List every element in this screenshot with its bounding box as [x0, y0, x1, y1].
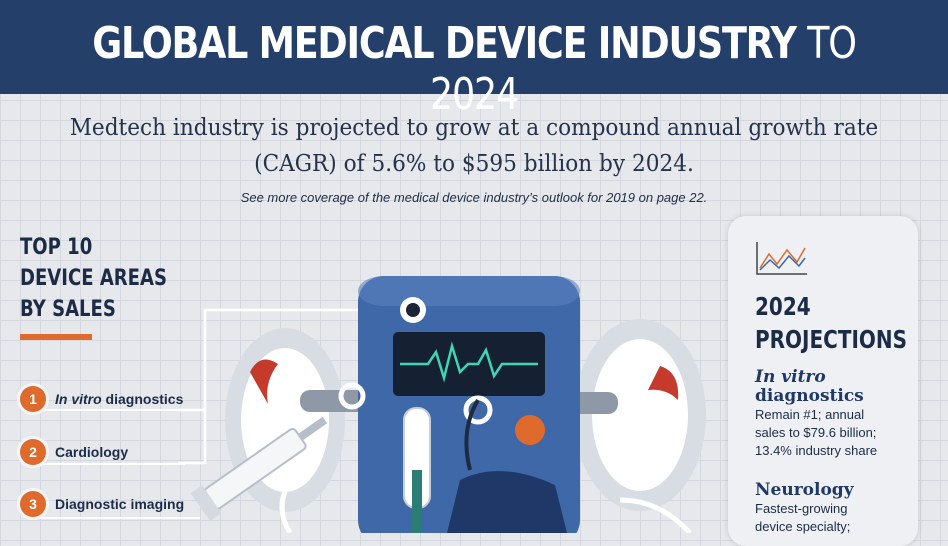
page-title: GLOBAL MEDICAL DEVICE INDUSTRY TO 2024 — [81, 18, 868, 120]
right-paddle — [560, 319, 706, 511]
page-title-bold: GLOBAL MEDICAL DEVICE INDUSTRY — [92, 18, 797, 69]
headline-line-1: Medtech industry is projected to grow at… — [69, 115, 879, 141]
syringe-icon — [190, 416, 328, 522]
cuff-icon — [447, 398, 567, 533]
line-chart-icon — [756, 242, 807, 275]
list-item-cardiology: 2 Cardiology — [20, 439, 128, 465]
item-underline — [40, 409, 185, 411]
projections-heading: 2024 PROJECTIONS — [755, 292, 908, 354]
number-badge: 1 — [20, 386, 46, 412]
top10-heading: TOP 10 DEVICE AREAS BY SALES — [20, 235, 167, 322]
number-badge: 3 — [20, 491, 46, 517]
section-divider — [20, 334, 92, 340]
projection-text-neurology: Fastest-growing device specialty; — [755, 501, 851, 534]
projections-panel — [728, 216, 918, 546]
page-title-light: TO 2024 — [430, 18, 857, 120]
list-item-in-vitro-diagnostics: 1 In vitro diagnostics — [20, 386, 183, 412]
medical-device-illustration — [178, 276, 706, 533]
headline: Medtech industry is projected to grow at… — [28, 110, 919, 182]
probe-icon — [403, 407, 431, 533]
coverage-note: See more coverage of the medical device … — [240, 190, 708, 205]
headline-line-2: (CAGR) of 5.6% to $595 billion by 2024. — [254, 151, 694, 177]
list-item-diagnostic-imaging: 3 Diagnostic imaging — [20, 491, 184, 517]
item-underline — [40, 463, 185, 465]
projection-title-in-vitro: In vitro diagnostics — [755, 367, 864, 406]
number-badge: 2 — [20, 439, 46, 465]
projection-text-in-vitro: Remain #1; annual sales to $79.6 billion… — [755, 407, 878, 458]
header-banner: GLOBAL MEDICAL DEVICE INDUSTRY TO 2024 — [0, 0, 948, 120]
item-underline — [40, 517, 200, 519]
projection-title-neurology: Neurology — [755, 480, 854, 500]
